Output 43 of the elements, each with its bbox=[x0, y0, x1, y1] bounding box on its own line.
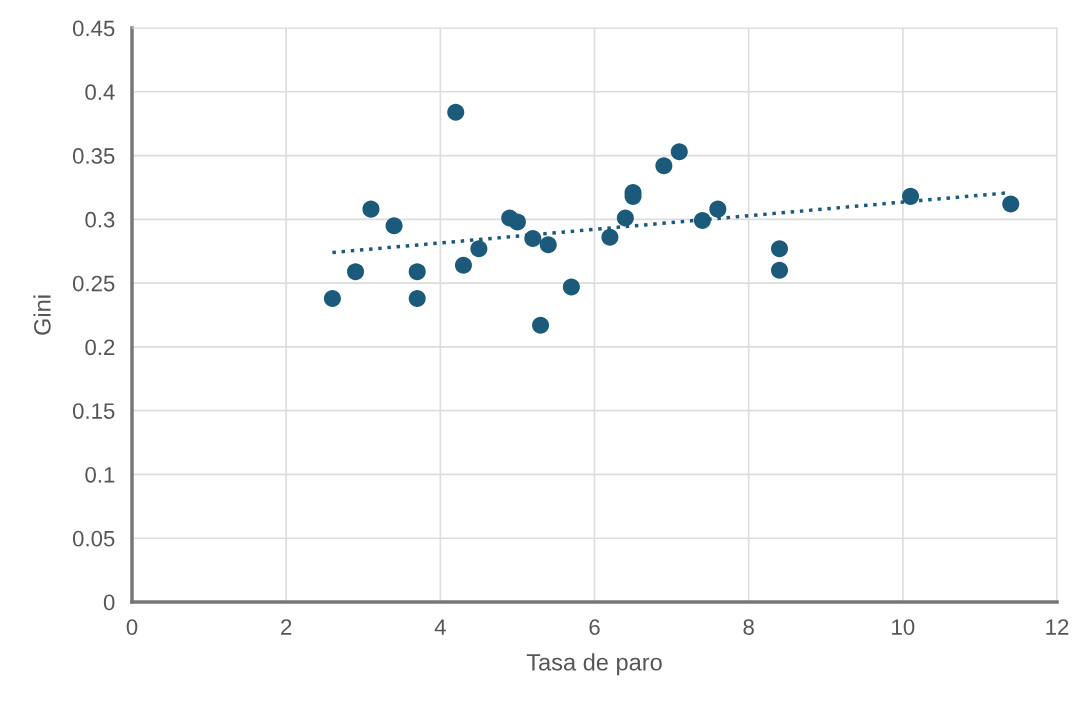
point bbox=[362, 200, 380, 218]
point bbox=[470, 240, 488, 258]
point bbox=[408, 289, 426, 307]
point bbox=[601, 228, 619, 246]
x-tick-label: 8 bbox=[743, 619, 754, 635]
x-tick-label: 4 bbox=[434, 619, 446, 635]
y-tick-label: 0.05 bbox=[72, 530, 115, 547]
x-tick-label: 6 bbox=[589, 619, 600, 635]
point bbox=[323, 289, 341, 307]
point bbox=[562, 278, 580, 296]
point bbox=[508, 213, 526, 231]
y-tick-label: 0.35 bbox=[72, 148, 115, 164]
y-tick-label: 0.2 bbox=[85, 339, 115, 356]
point bbox=[770, 261, 789, 279]
point bbox=[693, 212, 711, 230]
point bbox=[616, 209, 634, 227]
x-tick-label: 0 bbox=[126, 619, 138, 635]
point bbox=[655, 157, 673, 175]
y-tick-label: 0.1 bbox=[85, 466, 115, 483]
point bbox=[709, 200, 727, 218]
point bbox=[1002, 195, 1020, 213]
y-tick-label: 0.4 bbox=[85, 84, 115, 101]
y-tick-label: 0.25 bbox=[72, 275, 115, 292]
point bbox=[532, 316, 550, 334]
x-tick-label: 2 bbox=[281, 619, 292, 635]
point bbox=[385, 217, 403, 235]
y-axis-title: Gini bbox=[33, 295, 51, 335]
point bbox=[524, 229, 542, 247]
point bbox=[408, 263, 426, 281]
y-tick-label: 0.45 bbox=[72, 20, 115, 37]
point bbox=[902, 187, 920, 205]
point bbox=[539, 236, 557, 254]
x-axis-title: Tasa de paro bbox=[526, 653, 662, 676]
x-tick-label: 12 bbox=[1046, 619, 1069, 635]
y-tick-label: 0.3 bbox=[85, 211, 115, 228]
point bbox=[347, 263, 365, 281]
point bbox=[770, 240, 789, 258]
y-tick-label: 0.15 bbox=[72, 403, 115, 419]
x-tick-label: 10 bbox=[892, 619, 915, 635]
point bbox=[447, 103, 465, 121]
y-tick-label: 0 bbox=[103, 594, 115, 611]
point bbox=[454, 256, 472, 274]
point bbox=[670, 143, 688, 161]
